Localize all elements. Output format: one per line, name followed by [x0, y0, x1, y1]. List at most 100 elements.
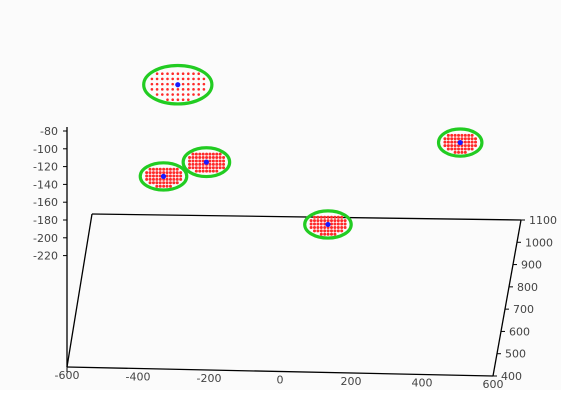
data-point: [162, 171, 166, 175]
front-x-axis: [66, 366, 494, 377]
data-point: [211, 162, 215, 166]
data-point: [162, 184, 166, 188]
data-point: [201, 152, 205, 156]
data-point: [450, 147, 454, 151]
x-tick-label: -400: [126, 371, 151, 384]
data-point: [450, 133, 454, 137]
data-point: [161, 88, 164, 91]
data-point: [171, 88, 174, 91]
data-point: [166, 88, 169, 91]
data-point: [215, 152, 219, 156]
data-point: [155, 171, 159, 175]
data-point: [171, 98, 174, 102]
data-point: [330, 219, 333, 223]
data-point: [165, 184, 169, 188]
data-point: [446, 140, 450, 144]
data-point: [197, 77, 200, 81]
y-tick-label: -220: [33, 250, 58, 263]
data-point: [168, 181, 172, 185]
data-point: [460, 137, 464, 141]
data-point: [208, 166, 212, 170]
data-point: [453, 147, 457, 151]
data-point: [158, 171, 162, 175]
data-point: [145, 171, 149, 175]
data-point: [192, 82, 195, 86]
data-point: [333, 225, 337, 229]
data-point: [446, 144, 450, 148]
data-point: [175, 174, 179, 178]
data-point: [176, 88, 180, 91]
data-point: [453, 144, 457, 148]
data-point: [205, 156, 209, 160]
data-point: [192, 72, 195, 76]
data-point: [330, 232, 333, 236]
data-point: [187, 77, 190, 81]
data-point: [187, 82, 190, 86]
data-point: [208, 162, 212, 166]
data-point: [161, 93, 164, 96]
data-point: [336, 219, 340, 223]
data-point: [194, 156, 198, 160]
data-point: [340, 222, 344, 226]
data-point: [155, 88, 159, 91]
data-point: [148, 177, 152, 181]
cluster-outline: [181, 146, 232, 179]
data-point: [211, 166, 215, 170]
data-point: [208, 156, 212, 160]
data-point: [162, 167, 166, 171]
data-point: [340, 225, 344, 229]
cluster: [181, 146, 232, 179]
data-point: [340, 215, 344, 219]
data-point: [453, 140, 457, 144]
data-point: [313, 219, 316, 223]
data-point: [151, 174, 155, 178]
data-point: [467, 140, 471, 144]
data-point: [333, 222, 337, 226]
data-point: [175, 167, 179, 171]
data-point: [171, 77, 174, 81]
data-point: [446, 147, 450, 151]
data-point: [158, 181, 162, 185]
data-point: [208, 169, 212, 173]
data-point: [211, 169, 215, 173]
data-point: [450, 137, 454, 141]
data-point: [197, 72, 200, 76]
x-tick-label: 0: [277, 374, 284, 387]
z-tick-label: 800: [517, 281, 538, 294]
data-point: [316, 229, 320, 233]
data-point: [172, 171, 176, 175]
data-point: [467, 147, 471, 151]
data-point: [313, 215, 316, 219]
x-tick-label: 400: [412, 377, 433, 390]
data-point: [172, 181, 176, 185]
data-point: [343, 219, 347, 223]
data-point: [474, 137, 478, 141]
cluster-outline: [142, 63, 214, 106]
data-point: [326, 229, 330, 233]
data-point: [197, 82, 200, 86]
data-point: [446, 137, 450, 141]
data-point: [467, 133, 471, 137]
data-point: [168, 174, 172, 178]
data-point: [222, 162, 226, 166]
cluster-center: [203, 159, 209, 165]
data-point: [323, 232, 327, 236]
data-point: [218, 166, 222, 170]
data-point: [208, 152, 212, 156]
data-point: [450, 144, 454, 148]
data-point: [457, 147, 461, 151]
data-point: [202, 88, 206, 91]
data-point: [155, 181, 159, 185]
data-point: [161, 77, 164, 81]
data-point: [165, 167, 169, 171]
data-point: [323, 225, 327, 229]
data-point: [187, 93, 190, 96]
data-point: [175, 181, 179, 185]
z-tick-label: 900: [521, 259, 542, 272]
data-point: [205, 166, 209, 170]
left-depth-edge: [66, 213, 93, 368]
data-point: [198, 169, 202, 173]
axes-layer: [66, 127, 522, 377]
x-tick-label: -200: [197, 372, 222, 385]
